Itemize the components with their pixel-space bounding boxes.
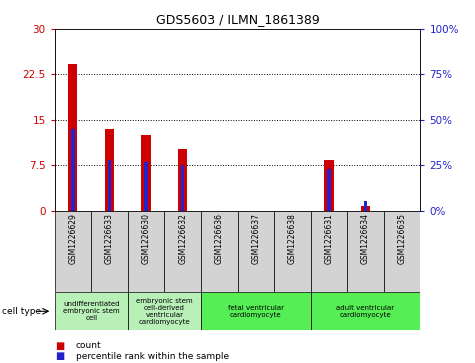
- Bar: [324, 160, 333, 211]
- Bar: [178, 149, 187, 211]
- Bar: [347, 211, 384, 292]
- Text: GSM1226633: GSM1226633: [105, 213, 114, 264]
- Bar: [274, 211, 311, 292]
- Text: GSM1226637: GSM1226637: [251, 213, 260, 264]
- Text: fetal ventricular
cardiomyocyte: fetal ventricular cardiomyocyte: [228, 305, 284, 318]
- Text: ■: ■: [55, 340, 64, 351]
- Bar: [311, 211, 347, 292]
- Text: GSM1226631: GSM1226631: [324, 213, 333, 264]
- Bar: [181, 165, 184, 211]
- Text: GSM1226630: GSM1226630: [142, 213, 151, 264]
- Text: GSM1226638: GSM1226638: [288, 213, 297, 264]
- Bar: [238, 211, 274, 292]
- Bar: [144, 162, 148, 211]
- Text: ■: ■: [55, 351, 64, 362]
- Text: GSM1226632: GSM1226632: [178, 213, 187, 264]
- Title: GDS5603 / ILMN_1861389: GDS5603 / ILMN_1861389: [156, 13, 319, 26]
- Bar: [55, 292, 128, 330]
- Bar: [364, 201, 367, 211]
- Text: cell type: cell type: [2, 307, 41, 316]
- Bar: [384, 211, 420, 292]
- Text: count: count: [76, 341, 102, 350]
- Text: embryonic stem
cell-derived
ventricular
cardiomyocyte: embryonic stem cell-derived ventricular …: [136, 298, 193, 325]
- Bar: [71, 129, 75, 211]
- Text: GSM1226629: GSM1226629: [68, 213, 77, 264]
- Bar: [201, 292, 311, 330]
- Text: adult ventricular
cardiomyocyte: adult ventricular cardiomyocyte: [336, 305, 395, 318]
- Bar: [201, 211, 238, 292]
- Text: GSM1226634: GSM1226634: [361, 213, 370, 264]
- Bar: [105, 129, 114, 211]
- Bar: [142, 135, 151, 211]
- Bar: [128, 292, 201, 330]
- Text: percentile rank within the sample: percentile rank within the sample: [76, 352, 229, 361]
- Bar: [164, 211, 201, 292]
- Bar: [311, 292, 420, 330]
- Text: GSM1226636: GSM1226636: [215, 213, 224, 264]
- Text: GSM1226635: GSM1226635: [398, 213, 407, 264]
- Bar: [91, 211, 128, 292]
- Text: undifferentiated
embryonic stem
cell: undifferentiated embryonic stem cell: [63, 301, 120, 321]
- Bar: [55, 211, 91, 292]
- Bar: [128, 211, 164, 292]
- Bar: [108, 160, 111, 211]
- Bar: [68, 64, 77, 211]
- Bar: [327, 169, 331, 211]
- Bar: [361, 206, 370, 211]
